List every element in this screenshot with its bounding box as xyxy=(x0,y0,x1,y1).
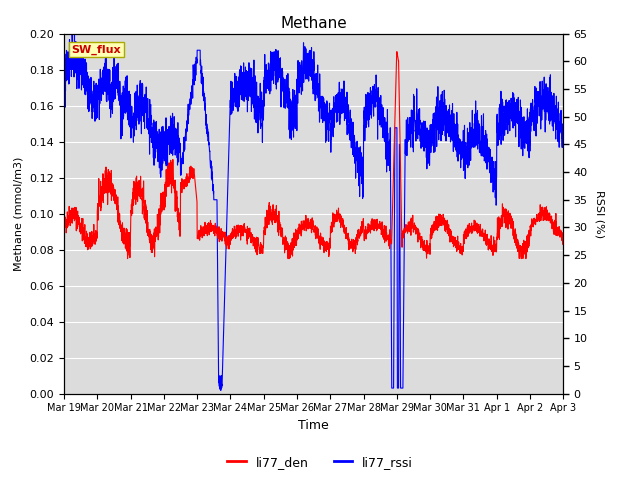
Y-axis label: RSSI (%): RSSI (%) xyxy=(595,190,604,238)
Title: Methane: Methane xyxy=(280,16,347,31)
X-axis label: Time: Time xyxy=(298,419,329,432)
Legend: li77_den, li77_rssi: li77_den, li77_rssi xyxy=(222,451,418,474)
Y-axis label: Methane (mmol/m3): Methane (mmol/m3) xyxy=(14,156,24,271)
Text: SW_flux: SW_flux xyxy=(72,44,121,55)
